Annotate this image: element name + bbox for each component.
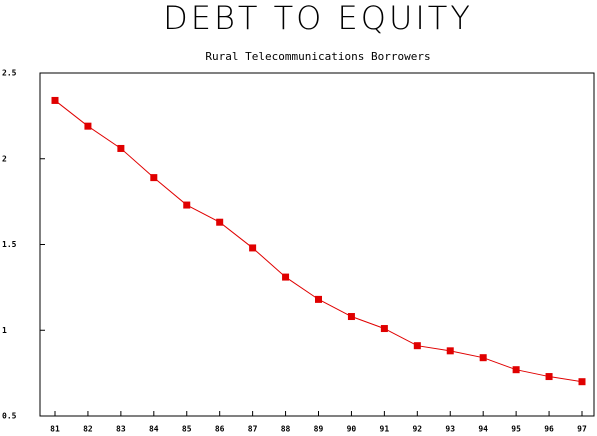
x-tick-label: 82 <box>83 425 93 434</box>
y-tick-label: 2.5 <box>2 69 17 78</box>
marker <box>117 144 125 152</box>
x-tick-label: 84 <box>149 425 159 434</box>
marker <box>347 313 355 321</box>
x-tick-label: 87 <box>248 425 258 434</box>
marker <box>282 273 290 281</box>
x-tick-label: 81 <box>50 425 60 434</box>
x-tick-label: 96 <box>544 425 554 434</box>
y-tick-label: 1.5 <box>2 240 17 249</box>
x-tick-label: 93 <box>445 425 455 434</box>
x-tick-label: 85 <box>182 425 192 434</box>
marker <box>249 244 257 252</box>
marker <box>512 366 520 374</box>
x-tick-label: 89 <box>314 425 324 434</box>
marker <box>150 174 158 182</box>
chart-title: DEBT TO EQUITY <box>163 0 473 37</box>
plot-frame <box>39 72 595 417</box>
line <box>54 100 583 383</box>
marker <box>446 347 454 355</box>
chart-subtitle: Rural Telecommunications Borrowers <box>205 50 430 63</box>
marker <box>51 96 59 104</box>
marker <box>545 373 553 381</box>
x-tick-label: 83 <box>116 425 126 434</box>
x-tick-label: 95 <box>511 425 521 434</box>
marker <box>84 122 92 130</box>
marker <box>315 295 322 303</box>
x-tick-label: 90 <box>347 425 357 434</box>
marker <box>578 378 586 386</box>
x-tick-label: 97 <box>577 425 587 434</box>
y-tick-label: 1 <box>2 326 7 335</box>
y-tick-label: 2 <box>2 154 7 163</box>
x-tick-label: 91 <box>380 425 390 434</box>
marker <box>380 325 388 333</box>
x-tick-label: 88 <box>281 425 291 434</box>
x-tick-label: 94 <box>478 425 488 434</box>
x-tick-label: 92 <box>412 425 422 434</box>
marker <box>479 354 487 362</box>
x-tick-label: 86 <box>215 425 225 434</box>
marker <box>216 218 224 226</box>
marker <box>183 201 191 209</box>
marker <box>413 342 421 350</box>
y-tick-label: 0.5 <box>2 412 17 421</box>
